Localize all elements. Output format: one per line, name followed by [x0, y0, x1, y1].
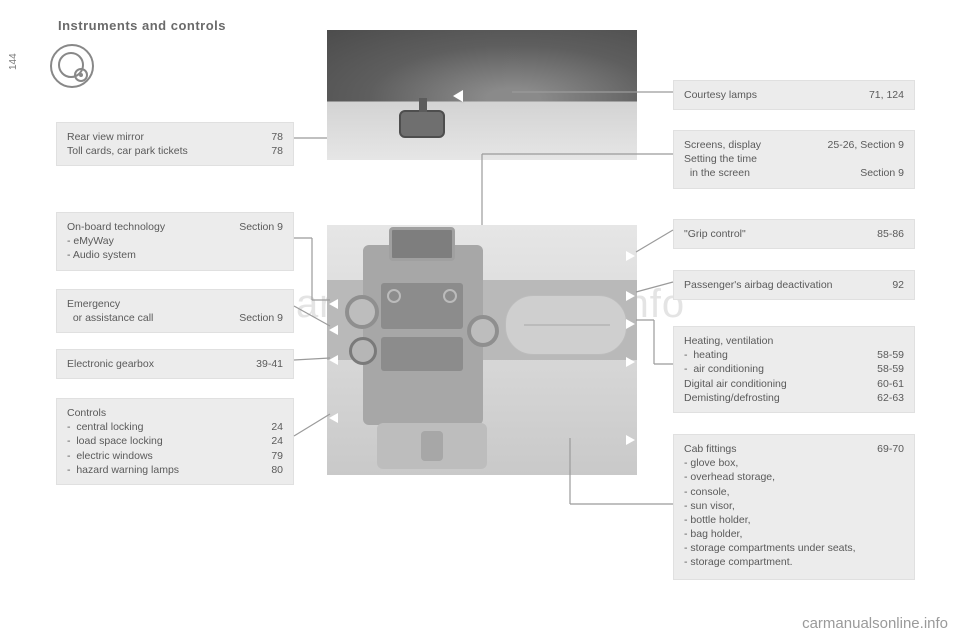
manual-page: Instruments and controls 144 carmanualso… [0, 0, 960, 640]
callout-courtesy-lamps: Courtesy lamps71, 124 [673, 80, 915, 110]
callout-airbag-deactivation: Passenger's airbag deactivation92 [673, 270, 915, 300]
callout-cab-fittings: Cab fittings69-70glove box,overhead stor… [673, 434, 915, 580]
callout-emergency-call: Emergency or assistance callSection 9 [56, 289, 294, 333]
section-icon [50, 44, 94, 88]
callout-controls: Controls- central locking24- load space … [56, 398, 294, 485]
page-number: 144 [8, 53, 19, 70]
photo-dashboard [327, 225, 637, 475]
callout-screens-display: Screens, display25-26, Section 9Setting … [673, 130, 915, 189]
callout-rear-view-mirror: Rear view mirror78Toll cards, car park t… [56, 122, 294, 166]
callout-heating-ventilation: Heating, ventilation- heating58-59- air … [673, 326, 915, 413]
section-title: Instruments and controls [58, 18, 226, 33]
footer-url: carmanualsonline.info [802, 615, 948, 632]
photo-overhead [327, 30, 637, 160]
callout-grip-control: "Grip control"85-86 [673, 219, 915, 249]
callout-electronic-gearbox: Electronic gearbox39-41 [56, 349, 294, 379]
callout-onboard-technology: On-board technologySection 9eMyWayAudio … [56, 212, 294, 271]
